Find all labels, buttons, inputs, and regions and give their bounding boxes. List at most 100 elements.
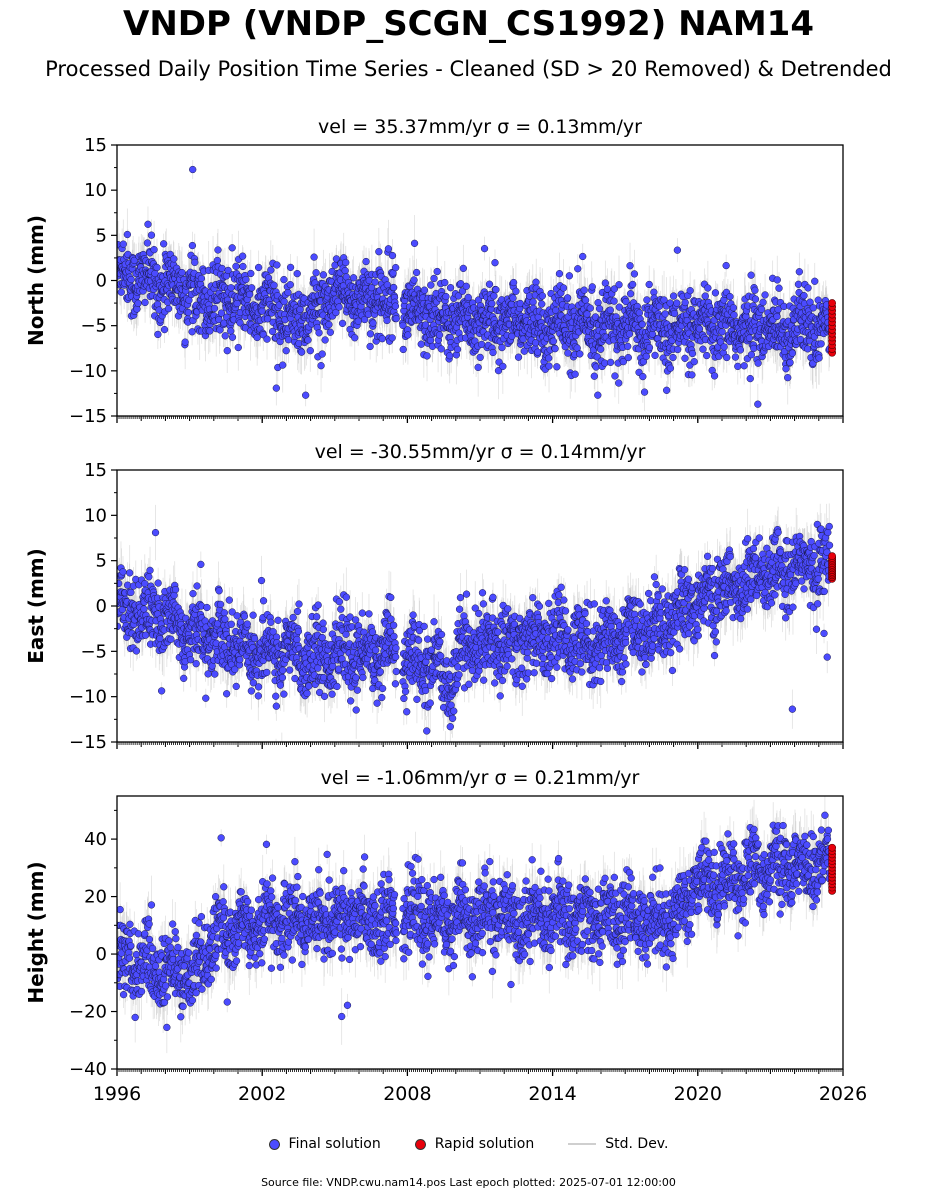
final-point <box>595 304 604 313</box>
final-point <box>747 271 755 279</box>
final-point <box>325 320 333 329</box>
final-point <box>423 352 431 360</box>
final-point <box>563 294 572 302</box>
final-point <box>341 267 349 275</box>
final-point <box>223 347 231 355</box>
final-point <box>520 347 528 355</box>
final-point <box>690 358 698 366</box>
final-point <box>426 336 435 344</box>
final-point <box>134 299 142 307</box>
final-point <box>740 362 748 370</box>
final-point <box>412 268 421 277</box>
final-point <box>446 352 454 360</box>
final-point <box>378 335 386 343</box>
final-point <box>215 315 223 324</box>
final-point <box>351 334 359 342</box>
final-point <box>144 220 152 228</box>
final-point <box>267 266 275 274</box>
final-point <box>280 275 288 284</box>
plot-area-0 <box>117 159 837 437</box>
final-point <box>181 338 189 346</box>
final-point <box>213 256 222 265</box>
final-point <box>417 340 425 348</box>
final-point <box>512 287 520 295</box>
final-point <box>437 345 445 353</box>
final-point <box>688 349 697 358</box>
final-point <box>754 359 762 367</box>
final-point <box>751 286 759 294</box>
final-point <box>421 321 430 329</box>
final-point <box>263 335 271 343</box>
final-point <box>332 255 341 263</box>
final-point <box>594 299 602 307</box>
final-point <box>286 263 295 272</box>
final-point <box>811 277 819 285</box>
final-point <box>130 256 138 265</box>
final-point <box>606 306 614 314</box>
final-point <box>673 246 682 254</box>
final-point <box>242 275 250 284</box>
final-point <box>321 336 329 344</box>
final-point <box>759 298 767 306</box>
final-point <box>399 321 407 330</box>
final-point <box>317 362 325 370</box>
final-point <box>817 340 825 348</box>
final-point <box>758 430 765 437</box>
final-point <box>645 280 653 289</box>
final-point <box>224 266 232 275</box>
final-point <box>273 261 281 269</box>
final-point <box>206 327 214 335</box>
final-point <box>390 283 398 292</box>
final-point <box>170 255 178 263</box>
final-point <box>189 165 197 174</box>
final-point <box>809 304 817 312</box>
final-point <box>147 231 156 239</box>
final-point <box>335 303 343 311</box>
final-point <box>529 298 537 306</box>
final-point <box>509 294 517 302</box>
final-point <box>349 274 358 282</box>
final-point <box>489 348 497 357</box>
final-point <box>360 315 369 324</box>
final-point <box>228 333 237 341</box>
final-point <box>491 259 499 267</box>
final-point <box>645 343 654 352</box>
final-point <box>750 344 758 353</box>
final-point <box>674 345 682 354</box>
final-point <box>216 326 224 334</box>
final-point <box>362 257 370 266</box>
final-point <box>734 362 742 371</box>
final-point <box>420 286 429 294</box>
final-point <box>184 308 192 317</box>
final-point <box>699 345 707 353</box>
final-point <box>247 269 255 278</box>
final-point <box>227 327 235 335</box>
final-point <box>435 331 444 339</box>
final-point <box>238 252 247 260</box>
final-point <box>490 292 498 300</box>
final-point <box>592 363 600 371</box>
final-point <box>383 316 391 325</box>
final-point <box>730 311 738 319</box>
final-point <box>731 353 740 361</box>
final-point <box>427 281 435 289</box>
final-point <box>549 337 558 345</box>
final-point <box>188 241 197 250</box>
final-point <box>800 291 808 300</box>
final-point <box>494 366 503 375</box>
final-point <box>666 364 675 372</box>
final-point <box>293 270 301 278</box>
final-points <box>117 165 834 437</box>
final-point <box>388 251 397 260</box>
final-point <box>218 264 226 273</box>
final-point <box>342 258 350 267</box>
final-point <box>643 296 651 304</box>
final-point <box>233 299 241 308</box>
final-point <box>123 230 132 239</box>
final-point <box>751 295 760 303</box>
final-point <box>302 391 310 399</box>
final-point <box>559 284 568 292</box>
final-point <box>210 304 219 313</box>
